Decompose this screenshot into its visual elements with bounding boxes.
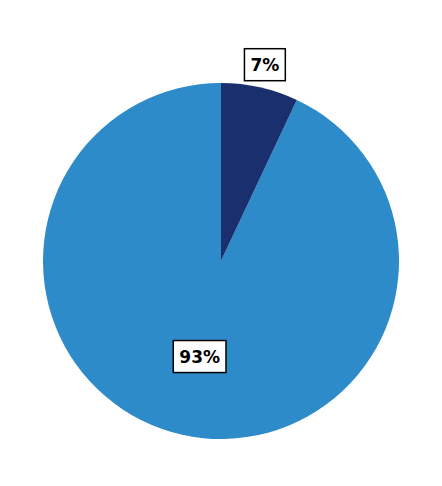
data-label: 7% [244,49,285,81]
data-label: 93% [173,341,226,373]
data-label-text: 93% [179,347,220,367]
label-box [173,341,226,373]
chart-svg: 93% 7% [0,0,442,486]
label-box [244,49,285,81]
labels: 93% 7% [173,49,285,373]
pie [43,83,399,439]
pie-slice [43,83,399,439]
data-label-text: 7% [250,55,279,75]
pie-slice [221,83,297,261]
